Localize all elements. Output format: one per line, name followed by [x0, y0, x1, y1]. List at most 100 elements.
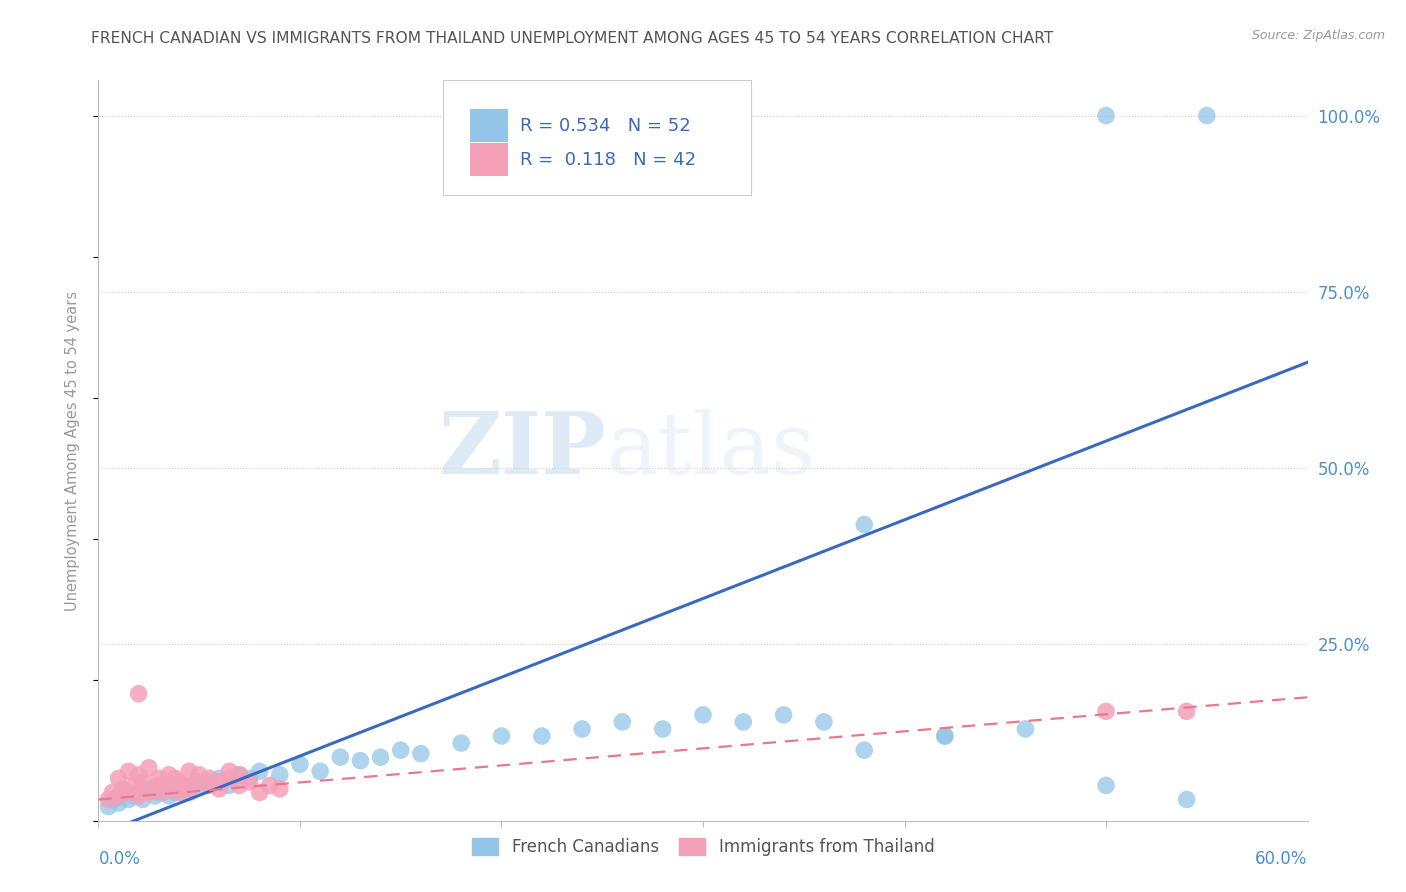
Point	[163, 772, 186, 786]
Point	[228, 778, 250, 792]
Point	[692, 707, 714, 722]
Point	[218, 772, 240, 786]
Point	[389, 743, 412, 757]
Point	[1175, 704, 1198, 718]
Point	[239, 775, 262, 789]
Point	[1095, 704, 1118, 718]
Point	[124, 778, 146, 792]
Point	[218, 778, 240, 792]
Point	[157, 768, 180, 782]
Point	[111, 785, 134, 799]
Point	[152, 778, 174, 792]
Point	[491, 729, 513, 743]
Point	[128, 789, 150, 803]
Point	[143, 781, 166, 796]
Point	[288, 757, 311, 772]
Point	[172, 781, 194, 796]
Point	[157, 789, 180, 803]
Point	[167, 775, 190, 789]
Point	[853, 743, 876, 757]
Text: atlas: atlas	[606, 409, 815, 492]
Point	[329, 750, 352, 764]
Point	[118, 792, 141, 806]
Point	[409, 747, 432, 761]
Point	[111, 781, 134, 796]
Point	[184, 775, 207, 789]
Point	[132, 775, 155, 789]
Point	[198, 775, 221, 789]
Point	[97, 799, 120, 814]
Point	[612, 714, 634, 729]
Point	[530, 729, 553, 743]
Point	[107, 789, 129, 803]
Point	[249, 785, 271, 799]
Point	[218, 764, 240, 779]
Point	[128, 687, 150, 701]
Point	[1095, 109, 1118, 123]
Point	[167, 778, 190, 792]
Point	[101, 785, 124, 799]
Point	[118, 785, 141, 799]
Point	[208, 772, 231, 786]
Point	[132, 792, 155, 806]
Point	[309, 764, 332, 779]
Point	[571, 722, 593, 736]
Point	[152, 785, 174, 799]
Point	[1095, 778, 1118, 792]
Point	[103, 792, 125, 806]
Text: Source: ZipAtlas.com: Source: ZipAtlas.com	[1251, 29, 1385, 42]
Point	[349, 754, 371, 768]
Point	[188, 778, 211, 792]
Text: 60.0%: 60.0%	[1256, 850, 1308, 868]
Point	[167, 785, 190, 799]
Point	[148, 778, 170, 792]
Text: 0.0%: 0.0%	[98, 850, 141, 868]
Point	[198, 772, 221, 786]
Point	[97, 792, 120, 806]
Point	[249, 764, 271, 779]
Point	[128, 785, 150, 799]
Text: R =  0.118   N = 42: R = 0.118 N = 42	[520, 151, 696, 169]
Point	[1195, 109, 1218, 123]
Point	[138, 781, 160, 796]
Point	[228, 768, 250, 782]
Point	[228, 768, 250, 782]
Point	[269, 768, 291, 782]
Point	[148, 785, 170, 799]
Text: ZIP: ZIP	[439, 409, 606, 492]
Point	[269, 781, 291, 796]
Point	[163, 785, 186, 799]
Point	[370, 750, 392, 764]
Point	[148, 772, 170, 786]
Point	[208, 775, 231, 789]
Point	[934, 729, 956, 743]
Point	[1175, 792, 1198, 806]
Point	[853, 517, 876, 532]
Point	[107, 772, 129, 786]
Point	[179, 785, 201, 799]
Point	[934, 729, 956, 743]
Point	[128, 768, 150, 782]
Point	[124, 789, 146, 803]
Point	[188, 775, 211, 789]
Point	[772, 707, 794, 722]
Point	[138, 785, 160, 799]
Point	[179, 781, 201, 796]
Point	[651, 722, 673, 736]
Point	[188, 768, 211, 782]
Point	[450, 736, 472, 750]
Bar	[470, 110, 509, 142]
Point	[143, 789, 166, 803]
Point	[239, 772, 262, 786]
Point	[208, 781, 231, 796]
Point	[1014, 722, 1036, 736]
Point	[259, 778, 281, 792]
Point	[198, 778, 221, 792]
Point	[813, 714, 835, 729]
Text: FRENCH CANADIAN VS IMMIGRANTS FROM THAILAND UNEMPLOYMENT AMONG AGES 45 TO 54 YEA: FRENCH CANADIAN VS IMMIGRANTS FROM THAIL…	[91, 31, 1053, 46]
Bar	[470, 144, 509, 176]
Point	[118, 764, 141, 779]
Text: R = 0.534   N = 52: R = 0.534 N = 52	[520, 117, 692, 135]
Point	[157, 775, 180, 789]
Point	[138, 761, 160, 775]
